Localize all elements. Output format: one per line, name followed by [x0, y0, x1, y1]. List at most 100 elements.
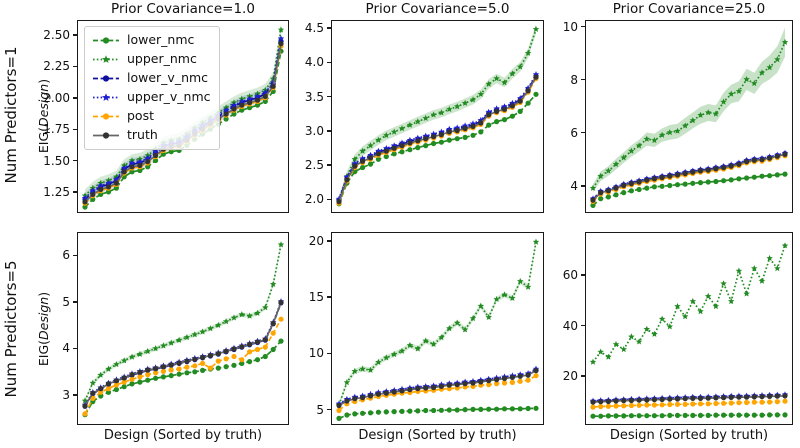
truth-marker: [605, 188, 611, 194]
lower_nmc-marker: [470, 132, 476, 138]
truth-marker: [231, 106, 237, 112]
upper_nmc-marker: [509, 294, 516, 301]
upper_nmc-line: [338, 241, 537, 406]
lower-nmc-line-sample-icon: [93, 37, 119, 44]
upper_nmc-marker: [720, 98, 727, 105]
truth-marker: [367, 393, 374, 399]
lower_nmc-marker: [367, 161, 374, 167]
truth-marker: [223, 348, 229, 354]
post-marker: [239, 357, 245, 363]
post-marker: [207, 365, 213, 371]
truth-marker: [247, 341, 253, 347]
lower_nmc-marker: [407, 408, 413, 414]
lower_nmc-marker: [153, 157, 159, 164]
upper_nmc-marker: [643, 325, 650, 332]
post-marker: [90, 395, 96, 401]
upper_nmc-marker: [620, 154, 627, 161]
truth-marker: [360, 395, 366, 401]
upper_nmc-marker: [705, 109, 712, 116]
upper_nmc-marker: [383, 354, 390, 361]
y-tick-mark: [327, 296, 331, 298]
lower_nmc-marker: [215, 365, 221, 371]
post-marker: [137, 374, 143, 380]
y-tick-label: 2.50: [43, 28, 70, 43]
upper_nmc-marker: [728, 90, 735, 97]
lower_nmc-marker: [239, 360, 245, 366]
lower_nmc-marker: [690, 412, 696, 418]
y-tick-label: 4: [62, 341, 70, 356]
lower_nmc-marker: [446, 137, 452, 143]
lower_nmc-marker: [470, 406, 476, 412]
truth-marker: [494, 377, 500, 383]
lower_nmc-marker: [200, 367, 206, 373]
upper_nmc-marker: [430, 340, 437, 347]
y-tick-label: 20: [562, 369, 578, 384]
lower_nmc-marker: [423, 143, 429, 149]
upper_nmc-marker: [191, 331, 198, 338]
lower_nmc-marker: [659, 413, 665, 419]
lower_nmc-marker: [486, 122, 492, 128]
upper_nmc-marker: [705, 292, 712, 299]
lower_nmc-marker: [782, 412, 788, 418]
post-marker: [533, 373, 539, 379]
upper_nmc-marker: [406, 121, 414, 128]
lower_nmc-marker: [478, 129, 484, 135]
truth-marker: [462, 381, 468, 387]
truth-marker: [113, 378, 119, 384]
upper_nmc-marker: [766, 254, 773, 261]
lower_nmc-marker: [121, 384, 127, 390]
y-tick-mark: [327, 95, 331, 98]
lower_nmc-marker: [782, 171, 788, 177]
upper_nmc-marker: [351, 155, 358, 162]
y-tick-label: 3.5: [304, 89, 324, 104]
lower_nmc-marker: [160, 374, 166, 380]
truth-marker: [129, 164, 135, 170]
upper_nmc-marker: [183, 334, 191, 341]
lower_nmc-marker: [644, 413, 650, 419]
truth-marker: [713, 166, 719, 172]
post-marker: [651, 402, 657, 408]
truth-marker: [533, 74, 539, 80]
truth-marker: [352, 163, 358, 169]
upper_nmc-band: [593, 27, 785, 193]
upper_nmc-line: [592, 245, 786, 363]
y-tick-mark: [581, 131, 585, 134]
truth-marker: [501, 375, 508, 382]
truth-marker: [494, 108, 500, 114]
upper_nmc-marker: [493, 295, 500, 302]
legend-box: lower_nmc upper_nmc lower_v_nmc upper_v_…: [84, 26, 220, 150]
lower_nmc-marker: [231, 111, 237, 117]
post-marker: [200, 360, 206, 366]
truth-marker: [431, 384, 437, 391]
upper_v_nmc-marker: [105, 179, 112, 186]
post-marker: [525, 377, 531, 383]
lower_nmc-marker: [254, 357, 261, 363]
y-tick-label: 4.5: [304, 21, 324, 36]
upper_nmc-marker: [674, 303, 681, 310]
truth-marker: [525, 88, 531, 94]
truth-marker: [407, 140, 413, 146]
truth-marker: [728, 394, 734, 400]
truth-marker: [184, 358, 190, 364]
post-marker: [613, 403, 619, 409]
lower_nmc-marker: [129, 169, 135, 175]
upper_nmc-marker: [136, 350, 144, 357]
lower-v-nmc-line-sample-icon: [93, 75, 119, 82]
lower_nmc-marker: [605, 194, 611, 200]
lower_nmc-marker: [690, 180, 696, 186]
y-tick-mark: [327, 198, 331, 201]
lower_nmc-marker: [438, 139, 444, 145]
truth-marker: [690, 395, 696, 401]
truth-marker: [728, 163, 734, 169]
truth-marker: [375, 151, 381, 157]
upper_nmc-marker: [485, 313, 492, 320]
lower_nmc-marker: [509, 113, 515, 119]
post-marker: [247, 349, 253, 355]
truth-marker: [636, 179, 642, 185]
lower_nmc-marker: [391, 151, 397, 157]
lower_nmc-marker: [613, 192, 619, 198]
post-marker: [782, 398, 788, 404]
post-marker: [145, 372, 151, 378]
post-marker: [774, 399, 780, 405]
lower_nmc-marker: [278, 338, 284, 344]
